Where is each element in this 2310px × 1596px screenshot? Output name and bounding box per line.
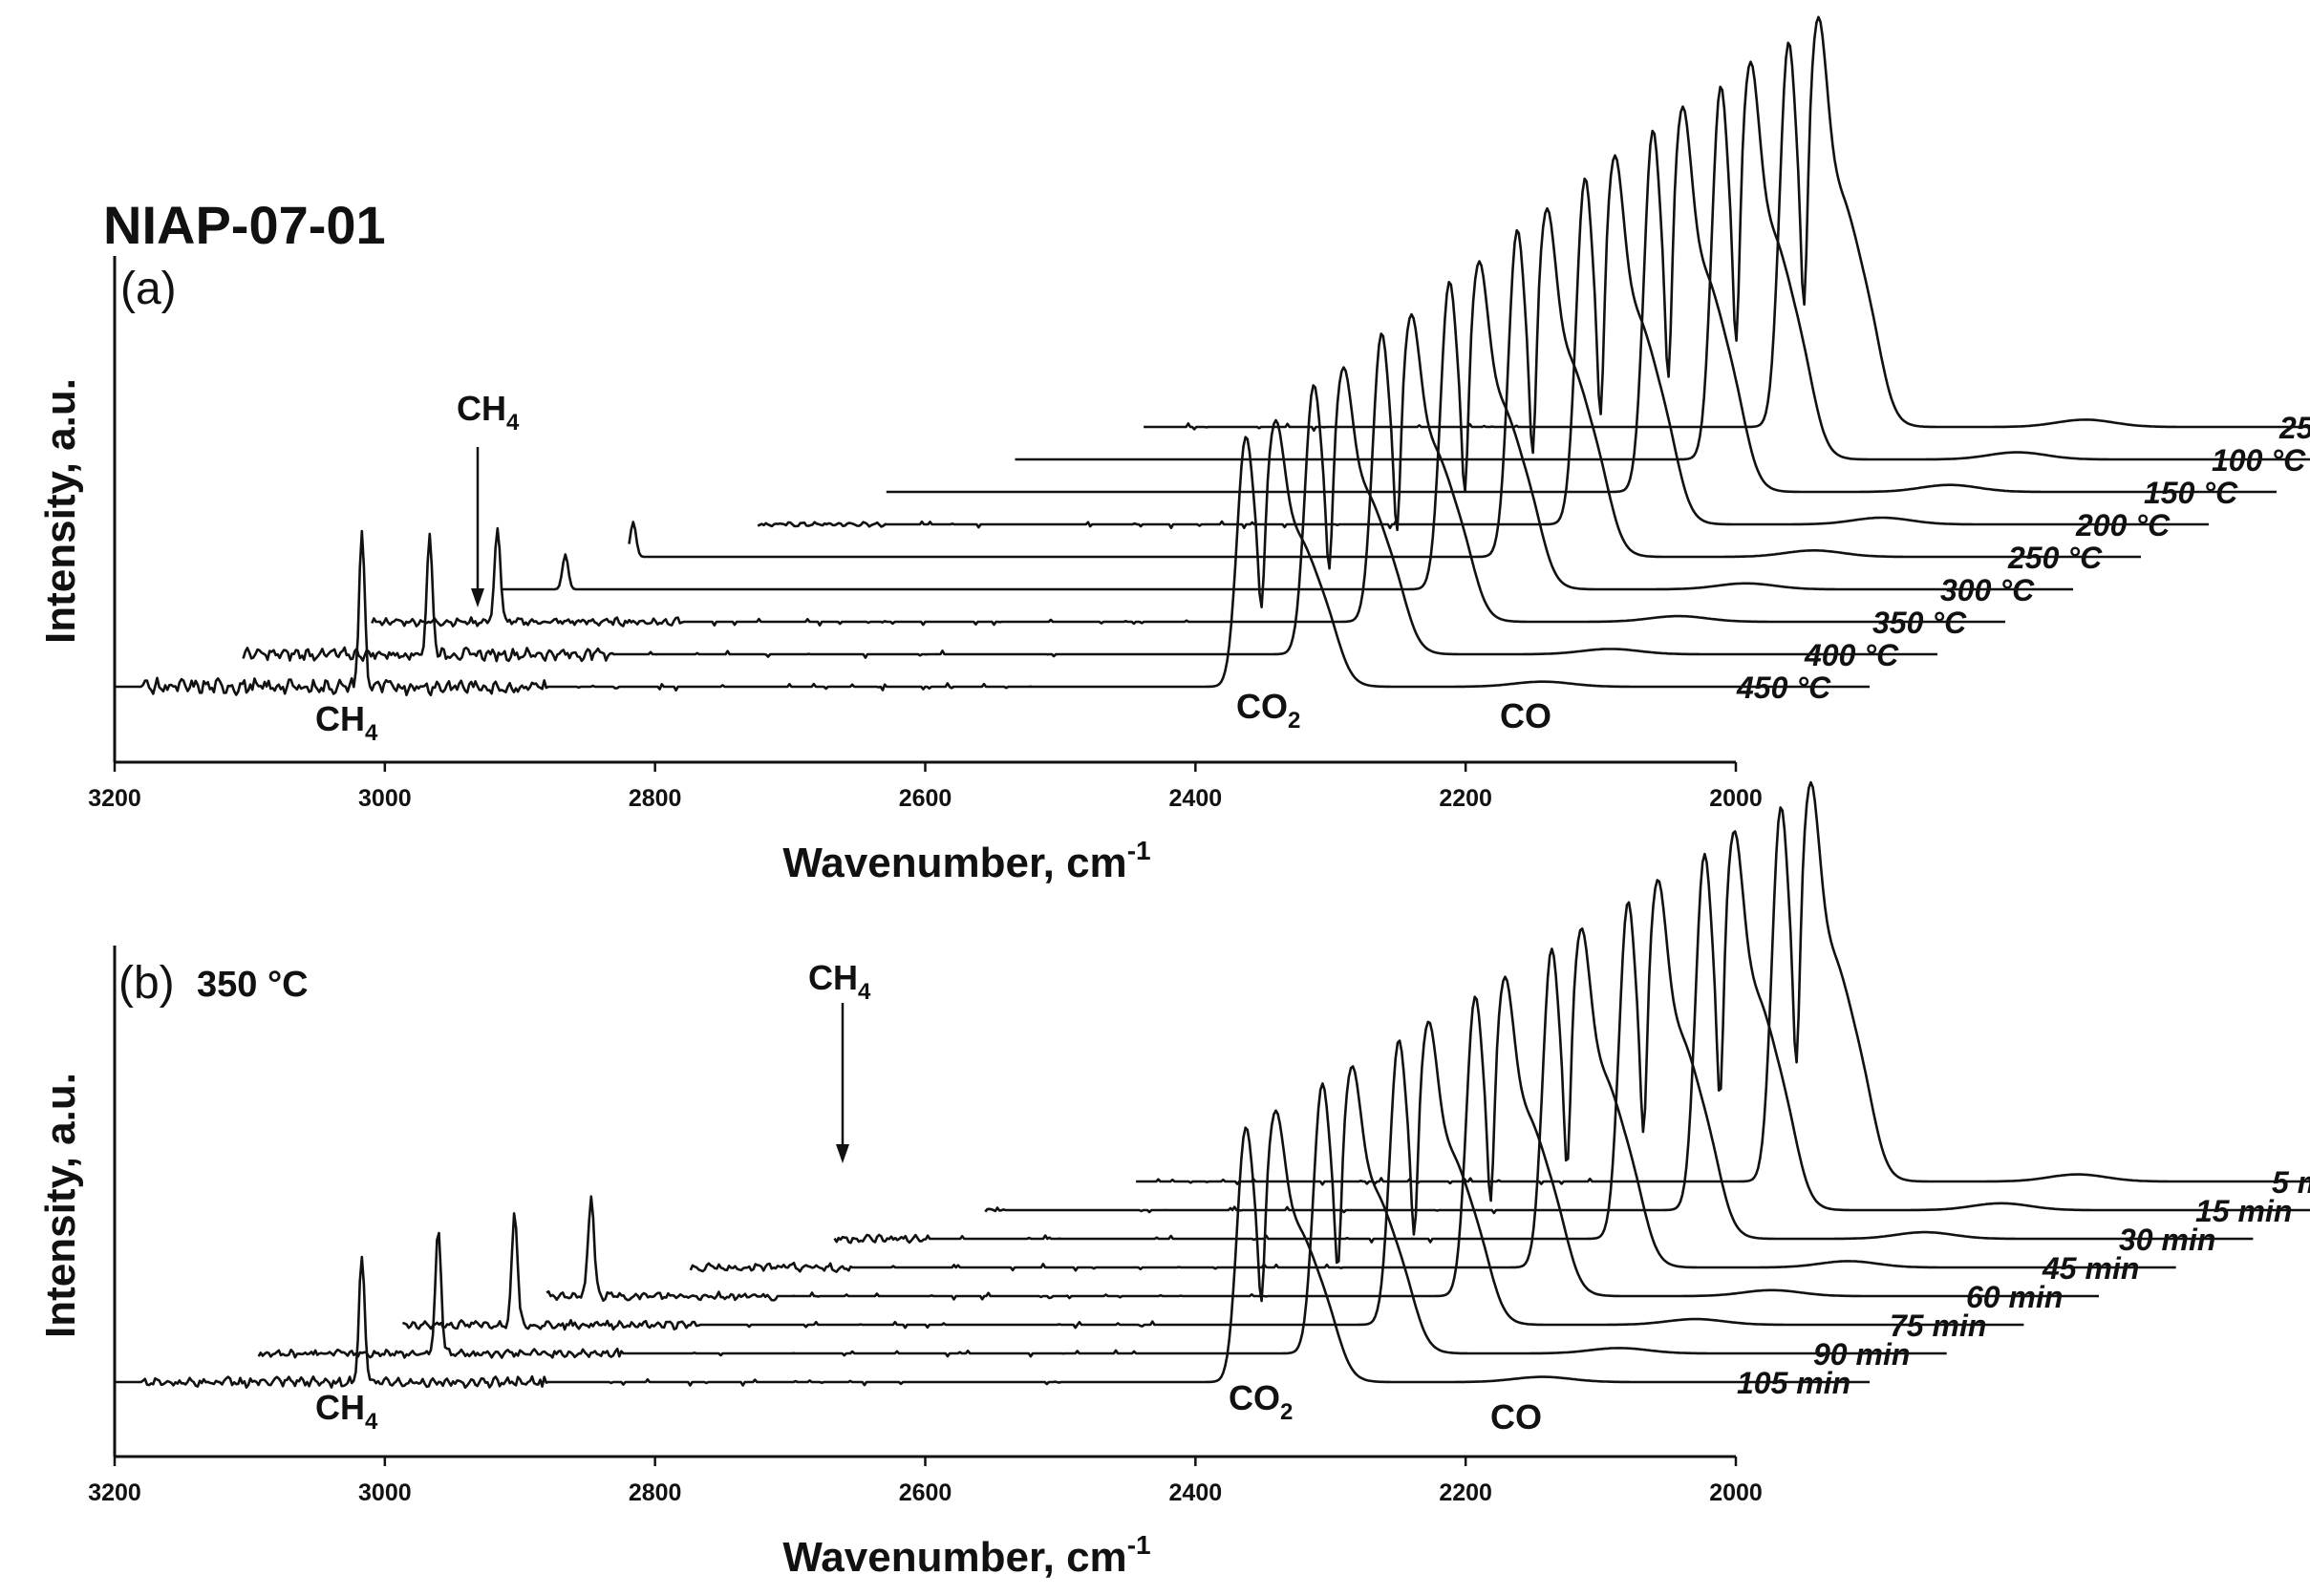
panel-a-series-3: [886, 105, 2277, 494]
panel-b-series-4: [689, 927, 2176, 1273]
panel-a-series-label-6: 300 °C: [1940, 573, 2035, 607]
panel-b-series-7: [257, 1065, 1947, 1359]
panel-a-x-axis-label-text: Wavenumber, cm: [782, 840, 1126, 886]
panel-b-y-axis-label: Intensity, a.u.: [37, 1073, 84, 1338]
panel-a-series-label-2: 100 °C: [2212, 443, 2306, 478]
panel-b-series-label-5: 60 min: [1966, 1280, 2063, 1314]
panel-a-series-label-4: 200 °C: [2075, 508, 2171, 543]
panel-a-x-tick-label-3000: 3000: [358, 785, 412, 812]
panel-b-label: (b): [118, 958, 175, 1009]
panel-a-series-label-9: 450 °C: [1736, 670, 1831, 705]
panel-a-series-label-3: 150 °C: [2144, 476, 2238, 510]
panel-b-x-tick-label-3000: 3000: [358, 1479, 412, 1506]
panel-b-series-3: [833, 879, 2254, 1245]
panel-a-series-label-7: 350 °C: [1872, 606, 1967, 640]
panel-b-x-tick-label-2400: 2400: [1169, 1479, 1223, 1506]
panel-b-series-6: [401, 1020, 2024, 1331]
panel-a-co2-label: CO2: [1236, 687, 1300, 734]
panel-a-ch4-label-arrow: CH4: [457, 389, 520, 436]
panel-b-x-axis-label: Wavenumber, cm-1: [782, 1530, 1150, 1581]
panel-a-series-4: [757, 154, 2209, 530]
panel-a-ch4-arrow-head: [471, 588, 484, 607]
panel-b: (b) 350 °C 3200 3000 2800 2600 2400 2200 2000 …: [37, 780, 2310, 1581]
panel-b-x-tick-label-2000: 2000: [1709, 1479, 1763, 1506]
panel-a-series-label-1: 25 °C: [2278, 411, 2310, 445]
panel-a-series-2: [1015, 60, 2310, 461]
panel-b-series-label-7: 90 min: [1813, 1337, 1910, 1372]
panel-b-ch4-label-bottom: CH4: [315, 1388, 378, 1435]
panel-a-x-axis-label: Wavenumber, cm-1: [782, 836, 1150, 886]
panel-a-x-tick-label-2000: 2000: [1709, 785, 1763, 812]
panel-b-series-1: [1136, 780, 2310, 1186]
panel-b-co2-label: CO2: [1229, 1378, 1293, 1425]
panel-b-series-label-3: 30 min: [2119, 1223, 2215, 1257]
panel-b-x-tick-label-2800: 2800: [629, 1479, 682, 1506]
panel-a-series-7: [371, 312, 2005, 628]
panel-b-x-axis-label-text: Wavenumber, cm: [782, 1534, 1126, 1581]
panel-a-label: (a): [120, 264, 177, 314]
panel-b-series-label-2: 15 min: [2195, 1194, 2292, 1228]
panel-a-x-tick-label-2200: 2200: [1439, 785, 1492, 812]
panel-a-x-tick-label-2600: 2600: [899, 785, 952, 812]
figure-title: NIAP-07-01: [103, 195, 386, 255]
panel-a-y-axis-label: Intensity, a.u.: [37, 378, 84, 644]
panel-b-series-label-1: 5 min: [2272, 1165, 2310, 1200]
panel-b-series-2: [984, 830, 2310, 1215]
panel-a-series-label-5: 250 °C: [2007, 541, 2103, 575]
panel-b-plot-area: [115, 780, 2310, 1390]
panel-b-annotations: CH4 CH4 CO2 CO: [315, 958, 1542, 1436]
panel-b-co-label: CO: [1490, 1397, 1542, 1436]
panel-a-series-6: [500, 260, 2073, 591]
panel-a-x-tick-label-2800: 2800: [629, 785, 682, 812]
panel-a: (a) 3200 3000 2800 2600 2400 2200 2000 Intensi…: [37, 15, 2310, 886]
panel-b-series-label-8: 105 min: [1737, 1366, 1850, 1400]
panel-b-condition: 350 °C: [197, 965, 309, 1005]
panel-b-series-5: [545, 975, 2099, 1302]
panel-a-x-ticks: 3200 3000 2800 2600 2400 2200 2000: [88, 762, 1763, 812]
panel-a-series-5: [628, 206, 2141, 559]
panel-a-x-tick-label-3200: 3200: [88, 785, 141, 812]
panel-a-series-label-8: 400 °C: [1804, 638, 1899, 672]
panel-b-ch4-arrow-head: [836, 1144, 849, 1163]
panel-b-series-label-6: 75 min: [1890, 1309, 1986, 1343]
panel-a-x-axis-label-sup: -1: [1127, 836, 1151, 865]
panel-b-ch4-label-arrow: CH4: [808, 958, 871, 1005]
panel-b-x-tick-label-3200: 3200: [88, 1479, 141, 1506]
panel-b-x-tick-label-2200: 2200: [1439, 1479, 1492, 1506]
panel-a-co-label: CO: [1500, 696, 1551, 735]
panel-a-series-8: [242, 366, 1937, 663]
panel-b-x-ticks: 3200 3000 2800 2600 2400 2200 2000: [88, 1457, 1763, 1506]
panel-b-x-axis-label-sup: -1: [1127, 1530, 1151, 1560]
panel-a-ch4-label-bottom: CH4: [315, 699, 378, 746]
panel-a-series-1: [1144, 15, 2310, 432]
panel-a-x-tick-label-2400: 2400: [1169, 785, 1223, 812]
panel-a-plot-area: [115, 15, 2310, 697]
panel-a-series-9: [115, 418, 1870, 697]
panel-b-series-label-4: 45 min: [2042, 1251, 2139, 1286]
panel-a-annotations: CH4 CH4 CO2 CO: [315, 389, 1551, 746]
panel-b-series-8: [115, 1109, 1870, 1390]
panel-b-x-tick-label-2600: 2600: [899, 1479, 952, 1506]
